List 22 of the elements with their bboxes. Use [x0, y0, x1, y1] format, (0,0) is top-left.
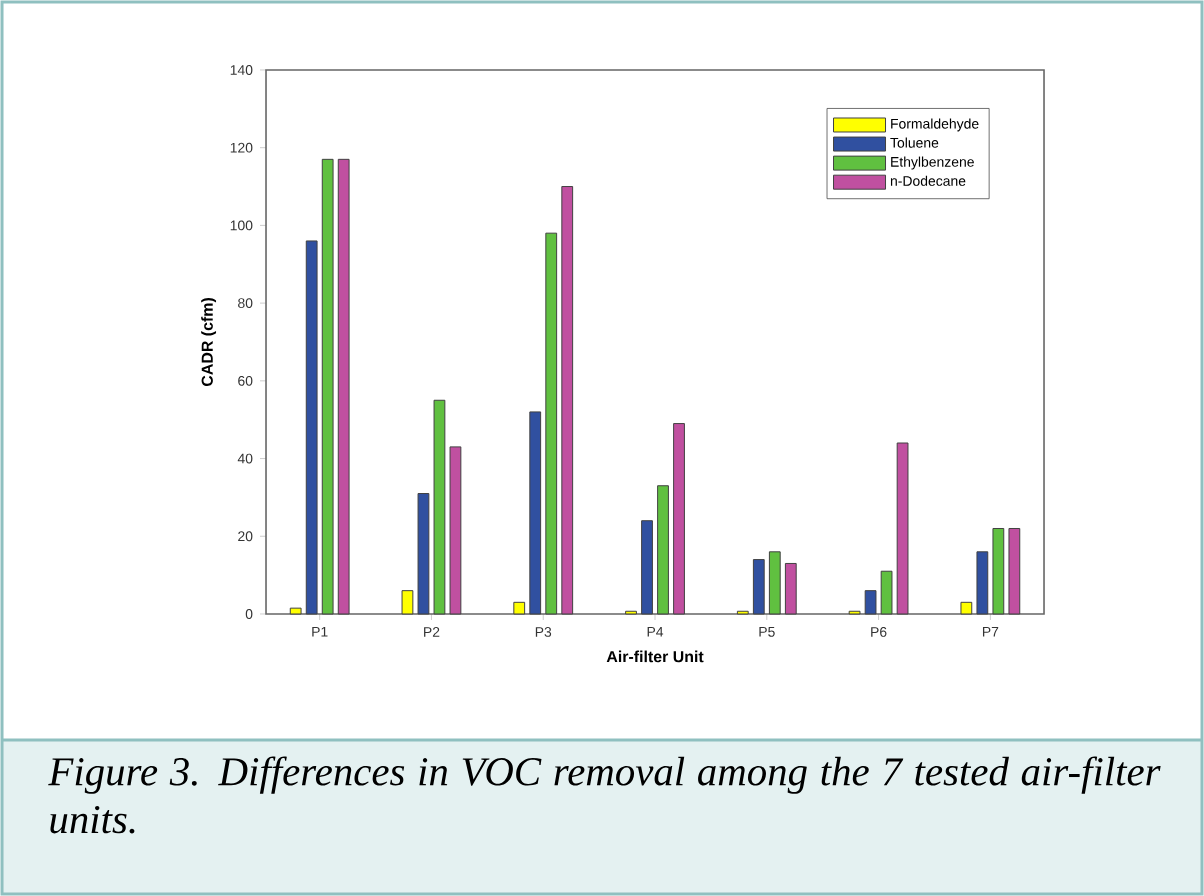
bar: [992, 527, 1005, 615]
bar: [673, 423, 685, 615]
text: Figure 3. Differences in VOC removal among the 7 tested air-filter units.: [48, 756, 1161, 834]
bar: [513, 601, 526, 615]
bar: [976, 551, 989, 615]
bar: [305, 240, 318, 615]
bar: [641, 520, 653, 615]
bar: [321, 158, 334, 615]
bar: [561, 186, 574, 615]
bar: [752, 559, 765, 615]
bar: [896, 442, 909, 615]
bar: [545, 232, 558, 615]
bar: [337, 158, 350, 615]
bar: [529, 411, 542, 615]
bar: [784, 562, 797, 615]
bar: [960, 601, 973, 615]
bar: [289, 607, 302, 615]
bar: [1008, 527, 1021, 615]
bar: [768, 551, 781, 615]
bar: [880, 570, 893, 615]
bar: [657, 485, 669, 615]
bar: [864, 590, 877, 615]
